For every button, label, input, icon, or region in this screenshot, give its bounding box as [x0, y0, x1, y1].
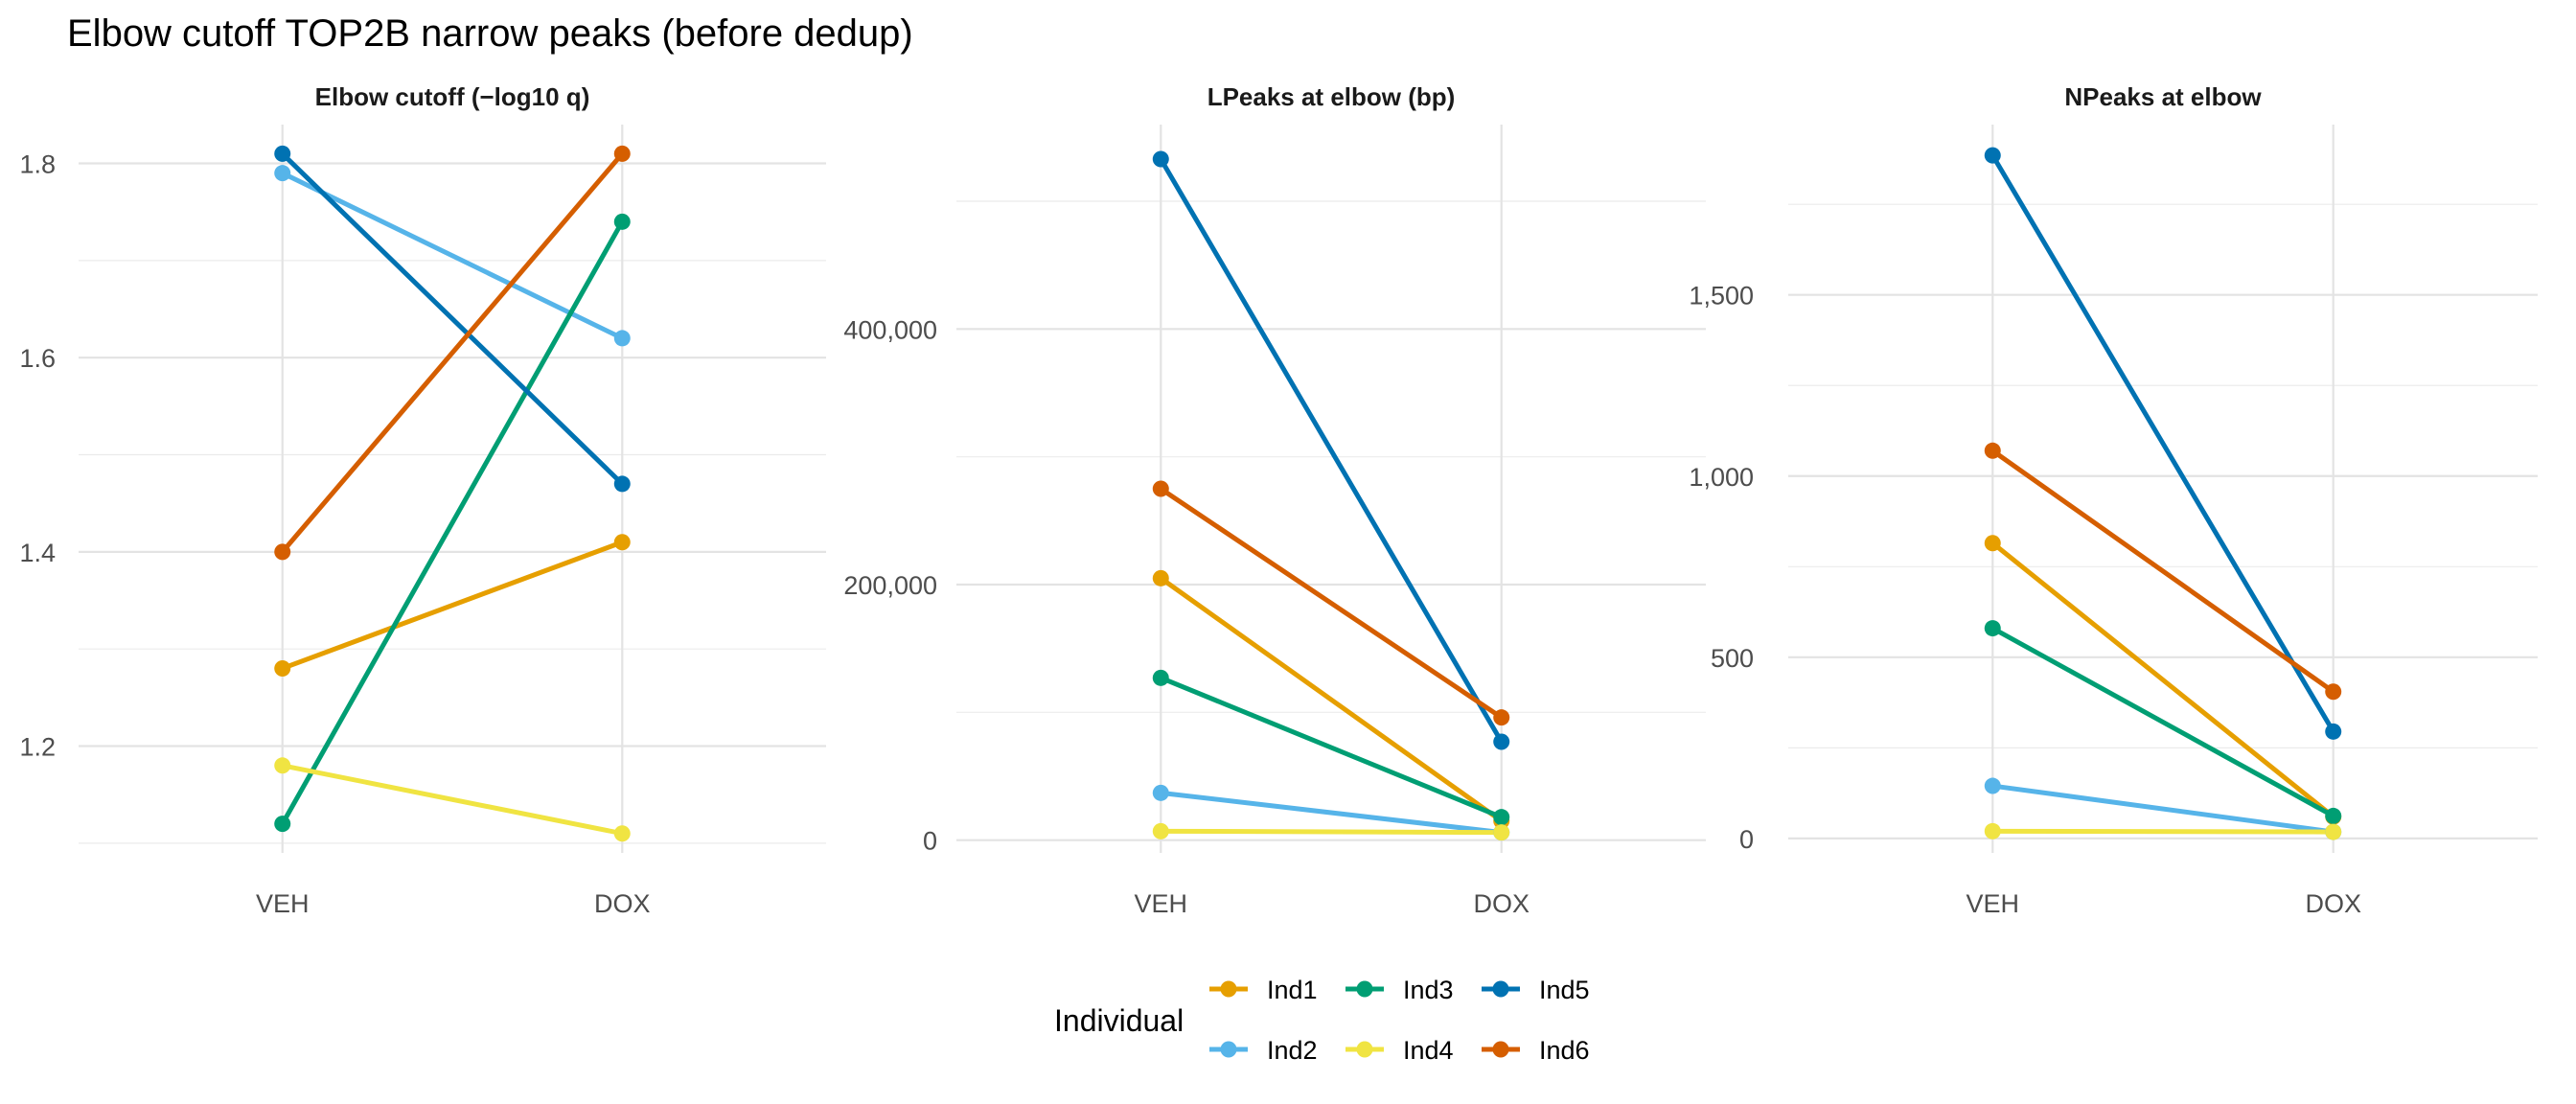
series-line-ind3 [1990, 626, 2336, 818]
data-point-ind4 [1493, 824, 1510, 841]
panel-title: LPeaks at elbow (bp) [1208, 82, 1456, 111]
data-point-ind2 [613, 330, 631, 347]
data-point-ind5 [274, 145, 291, 162]
x-tick-label: VEH [1966, 889, 2020, 918]
series-line-ind5 [280, 150, 625, 487]
data-point-ind6 [1152, 480, 1169, 497]
legend-label: Ind3 [1403, 976, 1454, 1004]
legend-item-ind2: Ind2 [1209, 1036, 1318, 1065]
data-point-ind3 [1984, 620, 2001, 637]
x-tick-label: DOX [2305, 889, 2361, 918]
data-point-ind1 [1152, 569, 1169, 586]
series-line-ind3 [1158, 675, 1505, 820]
series-line-ind3 [280, 218, 625, 827]
legend-key-point [1492, 1041, 1509, 1058]
y-tick-label: 0 [923, 827, 937, 856]
y-tick-label: 500 [1711, 644, 1754, 673]
data-point-ind5 [1152, 150, 1169, 168]
panel-1: Elbow cutoff (−log10 q) 1.2 1.4 1.6 1.8 VEH DO… [19, 82, 826, 918]
data-point-ind3 [274, 816, 291, 833]
data-point-ind4 [1152, 822, 1169, 840]
data-point-ind2 [274, 165, 291, 182]
x-tick-label: VEH [1135, 889, 1188, 918]
legend-key-point [1220, 980, 1237, 998]
data-point-ind1 [1984, 535, 2001, 552]
legend-item-ind3: Ind3 [1346, 976, 1454, 1004]
data-point-ind6 [1493, 709, 1510, 726]
data-point-ind5 [1493, 733, 1510, 750]
data-point-ind5 [613, 475, 631, 493]
series-line-ind5 [1158, 156, 1505, 745]
series-line-ind2 [1990, 783, 2336, 835]
y-tick-label: 1.6 [19, 344, 56, 373]
series-line-ind4 [280, 763, 625, 837]
data-point-ind3 [1152, 669, 1169, 686]
legend-title: Individual [1054, 1003, 1184, 1038]
panel-3: NPeaks at elbow 0 500 1,000 1,500 VEH DOX [1689, 82, 2538, 918]
legend: Individual Ind1 Ind2 Ind3 Ind4 Ind5 Ind6 [1054, 976, 1590, 1065]
data-point-ind1 [274, 659, 291, 677]
legend-item-ind5: Ind5 [1482, 976, 1590, 1004]
data-point-ind3 [1493, 809, 1510, 826]
legend-label: Ind5 [1539, 976, 1590, 1004]
legend-item-ind4: Ind4 [1346, 1036, 1454, 1065]
x-tick-label: VEH [256, 889, 310, 918]
series-line-ind6 [1990, 448, 2336, 695]
y-tick-label: 1,500 [1689, 282, 1754, 310]
legend-label: Ind6 [1539, 1036, 1590, 1065]
data-point-ind4 [2325, 823, 2342, 840]
data-point-ind4 [1984, 822, 2001, 840]
y-tick-label: 400,000 [843, 315, 937, 344]
data-point-ind3 [613, 213, 631, 230]
legend-key-point [1356, 1041, 1373, 1058]
data-point-ind6 [1984, 442, 2001, 459]
data-point-ind2 [1152, 784, 1169, 801]
data-point-ind5 [2325, 723, 2342, 740]
y-tick-label: 1.2 [19, 733, 56, 762]
panel-title: Elbow cutoff (−log10 q) [315, 82, 590, 111]
data-point-ind5 [1984, 147, 2001, 164]
data-point-ind3 [2325, 807, 2342, 824]
series-line-ind2 [280, 171, 625, 341]
data-point-ind2 [1984, 777, 2001, 794]
legend-key-point [1492, 980, 1509, 998]
y-tick-label: 200,000 [843, 571, 937, 600]
data-point-ind1 [613, 534, 631, 551]
series-line-ind1 [280, 540, 625, 671]
data-point-ind6 [2325, 683, 2342, 701]
series-line-ind1 [1990, 540, 2336, 819]
chart-title: Elbow cutoff TOP2B narrow peaks (before … [67, 12, 913, 55]
chart-panels: Elbow cutoff (−log10 q) 1.2 1.4 1.6 1.8 VEH DO… [19, 82, 2538, 918]
series-line-ind6 [1158, 486, 1505, 721]
legend-label: Ind1 [1267, 976, 1318, 1004]
legend-item-ind1: Ind1 [1209, 976, 1318, 1004]
series-line-ind1 [1158, 575, 1505, 824]
y-tick-label: 0 [1739, 825, 1754, 854]
data-point-ind6 [274, 543, 291, 561]
x-tick-label: DOX [594, 889, 651, 918]
y-tick-label: 1,000 [1689, 463, 1754, 492]
x-tick-label: DOX [1473, 889, 1530, 918]
legend-label: Ind2 [1267, 1036, 1318, 1065]
legend-item-ind6: Ind6 [1482, 1036, 1590, 1065]
y-tick-label: 1.4 [19, 539, 56, 567]
y-tick-label: 1.8 [19, 150, 56, 179]
series-line-ind5 [1990, 152, 2336, 734]
legend-key-point [1220, 1041, 1237, 1058]
series-line-ind4 [1990, 828, 2336, 835]
series-line-ind4 [1158, 828, 1505, 836]
panel-2: LPeaks at elbow (bp) 0 200,000 400,000 VEH DO… [843, 82, 1706, 918]
data-point-ind4 [274, 757, 291, 774]
panel-title: NPeaks at elbow [2064, 82, 2262, 111]
data-point-ind4 [613, 825, 631, 842]
data-point-ind6 [613, 145, 631, 162]
series-line-ind6 [280, 150, 625, 555]
legend-key-point [1356, 980, 1373, 998]
series-line-ind2 [1158, 790, 1505, 836]
legend-label: Ind4 [1403, 1036, 1454, 1065]
